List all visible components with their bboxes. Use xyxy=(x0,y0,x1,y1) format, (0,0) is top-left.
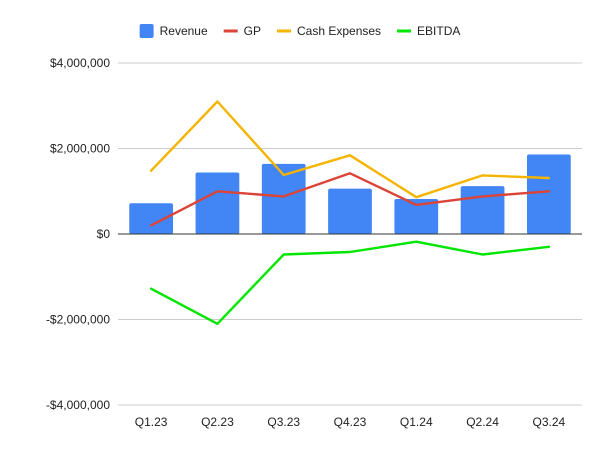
x-tick-label: Q2.23 xyxy=(201,415,234,429)
legend-label-ebitda: EBITDA xyxy=(417,24,460,38)
bar-revenue-q2-23 xyxy=(195,172,240,234)
y-tick-label: $4,000,000 xyxy=(50,56,110,70)
bar-revenue-q3-23 xyxy=(261,163,306,234)
y-tick-label: -$2,000,000 xyxy=(46,313,110,327)
y-tick-label: $2,000,000 xyxy=(50,142,110,156)
y-tick-label: $0 xyxy=(97,227,111,241)
x-tick-label: Q1.23 xyxy=(135,415,168,429)
x-tick-label: Q3.24 xyxy=(533,415,566,429)
bar-revenue-q1-23 xyxy=(129,203,174,234)
x-axis: Q1.23 Q2.23 Q3.23 Q4.23 Q1.24 Q2.24 Q3.24 xyxy=(135,415,566,429)
x-tick-label: Q3.23 xyxy=(267,415,300,429)
x-tick-label: Q2.24 xyxy=(466,415,499,429)
line-gp xyxy=(149,172,551,227)
y-axis: -$4,000,000 -$2,000,000 $0 $2,000,000 $4,000… xyxy=(46,56,110,412)
bar-revenue-q2-24 xyxy=(460,186,505,234)
gridlines xyxy=(118,62,582,406)
y-tick-label: -$4,000,000 xyxy=(46,398,110,412)
legend: Revenue GP Cash Expenses EBITDA xyxy=(139,24,460,38)
line-series xyxy=(149,100,551,325)
legend-label-cash-expenses: Cash Expenses xyxy=(297,24,381,38)
x-tick-label: Q1.24 xyxy=(400,415,433,429)
bar-revenue-q1-24 xyxy=(394,198,439,234)
bar-revenue-q3-24 xyxy=(526,154,571,234)
legend-swatch-revenue xyxy=(139,24,154,38)
legend-label-gp: GP xyxy=(244,24,261,38)
bar-revenue-q4-23 xyxy=(328,188,372,234)
line-ebitda xyxy=(149,240,551,325)
bar-series xyxy=(129,154,571,234)
x-tick-label: Q4.23 xyxy=(334,415,367,429)
line-cash-expenses xyxy=(149,100,551,199)
legend-label-revenue: Revenue xyxy=(160,24,208,38)
